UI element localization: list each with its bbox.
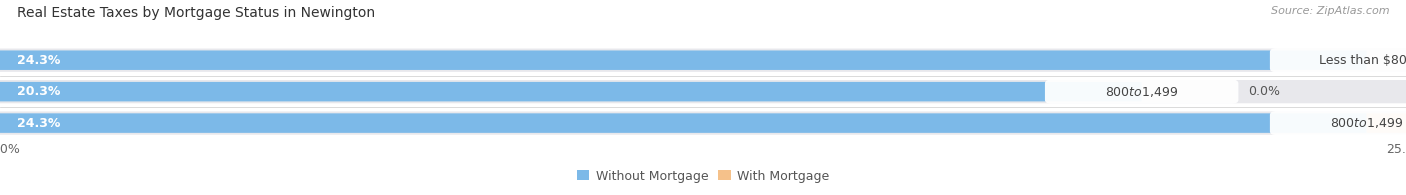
Text: $800 to $1,499: $800 to $1,499 [1330, 116, 1403, 130]
FancyBboxPatch shape [0, 113, 1367, 133]
Legend: Without Mortgage, With Mortgage: Without Mortgage, With Mortgage [572, 165, 834, 188]
Text: 20.3%: 20.3% [17, 85, 60, 98]
FancyBboxPatch shape [0, 51, 1367, 70]
FancyBboxPatch shape [1045, 80, 1239, 104]
Text: 24.3%: 24.3% [17, 117, 60, 130]
Text: Less than $800: Less than $800 [1319, 54, 1406, 67]
FancyBboxPatch shape [0, 49, 1406, 72]
FancyBboxPatch shape [1270, 111, 1406, 135]
Text: $800 to $1,499: $800 to $1,499 [1105, 85, 1178, 99]
Text: Real Estate Taxes by Mortgage Status in Newington: Real Estate Taxes by Mortgage Status in … [17, 6, 375, 20]
FancyBboxPatch shape [0, 112, 1406, 135]
FancyBboxPatch shape [1270, 48, 1406, 72]
Text: 24.3%: 24.3% [17, 54, 60, 67]
FancyBboxPatch shape [0, 80, 1406, 103]
FancyBboxPatch shape [1367, 113, 1406, 133]
Text: 0.0%: 0.0% [1249, 85, 1281, 98]
FancyBboxPatch shape [0, 82, 1142, 101]
Text: Source: ZipAtlas.com: Source: ZipAtlas.com [1271, 6, 1389, 16]
